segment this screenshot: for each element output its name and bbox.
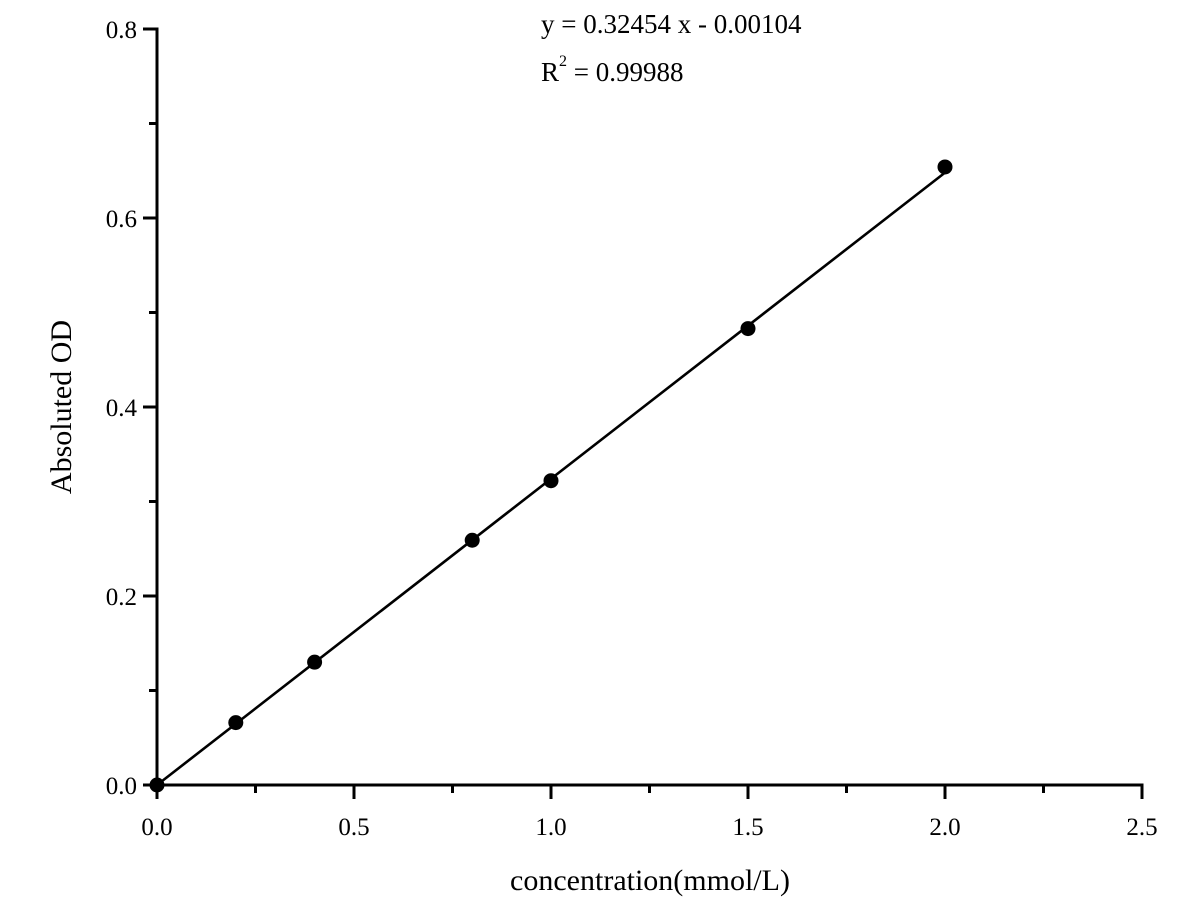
x-axis-ticks: 0.0 0.5 1.0 1.5 2.0 2.5 — [141, 785, 1158, 841]
data-point — [543, 473, 559, 489]
y-tick-label: 0.2 — [106, 584, 137, 611]
x-tick-label: 1.0 — [535, 814, 566, 841]
r-squared-label: R — [541, 57, 560, 87]
data-point — [228, 715, 244, 731]
x-axis-title: concentration(mmol/L) — [510, 864, 790, 897]
x-tick-label: 2.5 — [1126, 814, 1157, 841]
axes — [155, 27, 1144, 787]
x-tick-label: 0.5 — [338, 814, 369, 841]
regression-equation: y = 0.32454 x - 0.00104 — [541, 9, 802, 39]
data-points — [149, 159, 953, 793]
y-axis-ticks: 0.0 0.2 0.4 0.6 0.8 — [106, 17, 157, 800]
y-axis-title: Absoluted OD — [45, 320, 78, 494]
data-point — [149, 777, 165, 793]
x-tick-label: 2.0 — [929, 814, 960, 841]
data-point — [740, 321, 756, 337]
y-tick-label: 0.8 — [106, 17, 137, 44]
r-squared: R2 = 0.99988 — [541, 53, 684, 88]
x-tick-label: 1.5 — [732, 814, 763, 841]
r-squared-value: = 0.99988 — [567, 57, 684, 87]
y-tick-label: 0.6 — [106, 206, 137, 233]
y-tick-label: 0.0 — [106, 773, 137, 800]
data-point — [464, 532, 480, 548]
x-tick-label: 0.0 — [141, 814, 172, 841]
y-tick-label: 0.4 — [106, 395, 138, 422]
data-point — [307, 654, 323, 670]
data-point — [937, 159, 953, 175]
r-squared-exponent: 2 — [559, 53, 568, 70]
